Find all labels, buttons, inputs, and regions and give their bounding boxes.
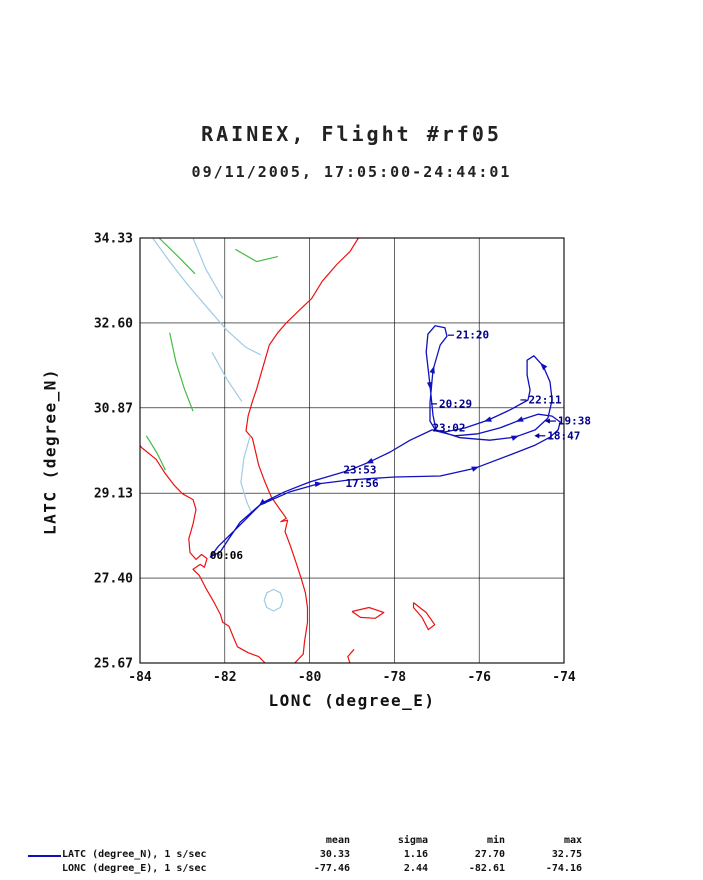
x-tick-label: -80 <box>298 670 322 685</box>
stats-header-row: mean sigma min max <box>0 834 703 848</box>
stats-value-min: 27.70 <box>474 849 505 860</box>
x-tick-label: -84 <box>128 670 152 685</box>
stats-row-lonc: LONC (degree_E), 1 s/sec -77.46 2.44 -82… <box>0 862 703 876</box>
border-georgia-line <box>169 332 194 412</box>
y-tick-label: 25.67 <box>94 657 133 672</box>
chart-title: RAINEX, Flight #rf05 <box>201 122 502 146</box>
stats-value-max: -74.16 <box>545 863 582 874</box>
direction-arrow <box>515 416 524 422</box>
island-abaco-line <box>412 602 436 631</box>
coast-florida-gulf-line <box>139 445 266 664</box>
stats-header-min: min <box>486 835 505 846</box>
direction-arrow <box>314 481 323 487</box>
river-st-johns-line <box>240 435 252 513</box>
border-west-line <box>158 237 196 275</box>
direction-arrow <box>426 382 433 390</box>
stats-header-spacer <box>62 834 292 848</box>
time-annotation: 18:47 <box>547 429 580 442</box>
river-altamaha-line <box>211 352 243 402</box>
direction-arrow <box>471 466 480 472</box>
stats-row-label: LONC (degree_E), 1 s/sec <box>62 863 207 874</box>
direction-arrow <box>511 435 519 441</box>
stats-header-max: max <box>563 835 582 846</box>
direction-arrow <box>540 362 548 371</box>
river-upper-line <box>192 237 224 299</box>
stats-header-sigma: sigma <box>397 835 428 846</box>
lake-okeechobee-line <box>263 588 284 612</box>
stats-value-sigma: 2.44 <box>403 863 428 874</box>
flight-track-map: -84 -82 -80 -78 -76 -74 25.67 27.40 29.13 30.87 32… <box>94 232 591 686</box>
x-tick-label: -76 <box>467 670 491 685</box>
time-annotation: 22:11 <box>528 393 561 406</box>
annotation-arrowhead <box>544 418 550 424</box>
direction-arrow <box>365 458 374 464</box>
direction-arrow <box>483 416 492 422</box>
border-bigbend-line <box>145 435 166 471</box>
x-axis-label: LONC (degree_E) <box>268 691 436 710</box>
time-annotation: 20:29 <box>439 397 472 410</box>
stats-value-mean: 30.33 <box>319 849 350 860</box>
chart-subtitle: 09/11/2005, 17:05:00-24:44:01 <box>191 163 512 181</box>
annotation-arrowhead <box>534 433 540 439</box>
time-annotation: 19:38 <box>558 415 591 428</box>
stats-row-label: LATC (degree_N), 1 s/sec <box>62 849 207 860</box>
stats-value-sigma: 1.16 <box>403 849 428 860</box>
time-annotation: 23:02 <box>432 421 465 434</box>
time-annotation: 00:06 <box>210 549 243 562</box>
coast-carolinas-georgia-line <box>245 237 359 664</box>
plot-frame <box>139 237 565 664</box>
stats-header-mean: mean <box>325 835 350 846</box>
y-tick-label: 29.13 <box>94 487 133 502</box>
time-annotation: 21:20 <box>456 329 489 342</box>
stats-table: mean sigma min max LATC (degree_N), 1 s/… <box>0 834 703 876</box>
track-legend-line <box>28 855 61 857</box>
stats-row-latc: LATC (degree_N), 1 s/sec 30.33 1.16 27.7… <box>0 848 703 862</box>
time-annotation: 17:56 <box>346 477 379 490</box>
flight-track-line <box>209 325 561 558</box>
x-tick-label: -82 <box>213 670 236 685</box>
y-tick-label: 30.87 <box>94 401 133 416</box>
direction-arrow <box>258 498 267 506</box>
island-bimini-line <box>347 648 355 664</box>
y-tick-label: 32.60 <box>94 316 133 331</box>
direction-arrow <box>429 365 435 374</box>
stats-value-mean: -77.46 <box>313 863 350 874</box>
island-grand-bahama-line <box>351 606 385 619</box>
x-tick-label: -74 <box>552 670 576 685</box>
stats-value-min: -82.61 <box>468 863 505 874</box>
border-east-line <box>235 248 278 263</box>
x-tick-label: -78 <box>383 670 407 685</box>
y-tick-label: 27.40 <box>94 572 133 587</box>
stats-value-max: 32.75 <box>551 849 582 860</box>
y-tick-label: 34.33 <box>94 232 133 247</box>
river-savannah-line <box>152 237 262 356</box>
time-annotation: 23:53 <box>343 464 376 477</box>
